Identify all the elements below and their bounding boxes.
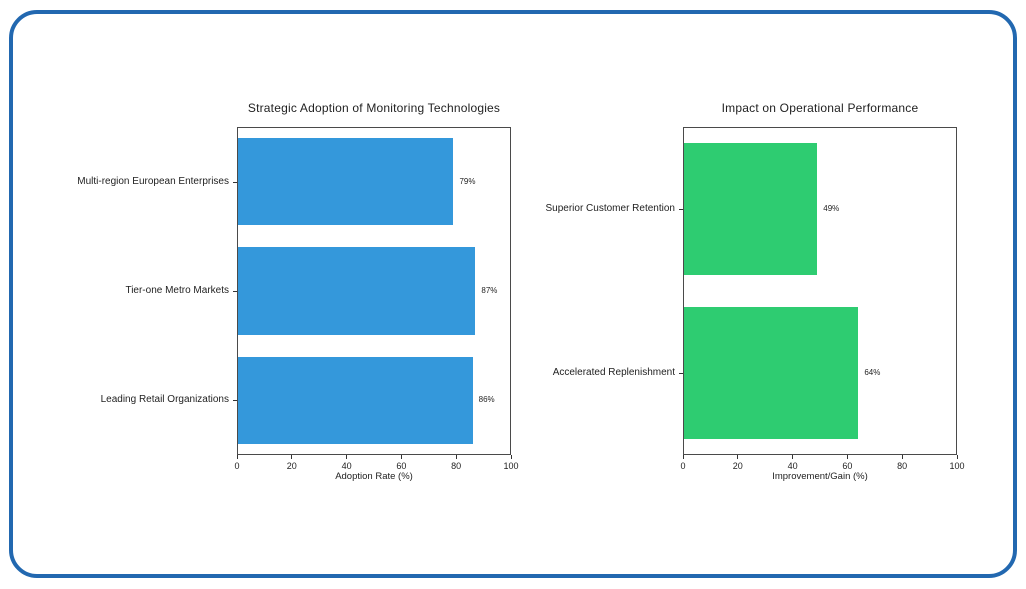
bar-value-label: 64% [864,368,881,377]
x-tick [956,455,958,459]
x-tick-label: 20 [286,461,297,471]
x-tick [291,455,293,459]
category-label: Multi-region European Enterprises [77,175,229,187]
x-axis-label: Adoption Rate (%) [335,471,413,482]
x-tick-label: 40 [787,461,798,471]
y-tick [233,400,237,402]
x-tick-label: 60 [396,461,407,471]
x-tick [792,455,794,459]
x-tick-label: 80 [897,461,908,471]
x-tick-label: 0 [680,461,686,471]
category-label: Superior Customer Retention [545,203,675,214]
y-tick [233,181,237,183]
x-tick [901,455,903,459]
x-tick [400,455,402,459]
x-tick [846,455,848,459]
bar-value-label: 79% [459,176,476,186]
x-tick-label: 0 [234,461,240,471]
category-label: Tier-one Metro Markets [125,285,229,296]
x-axis-label: Improvement/Gain (%) [772,471,868,482]
x-tick-label: 100 [503,461,519,471]
bar-value-label: 87% [481,286,498,295]
x-tick-label: 80 [451,461,462,471]
bar [684,143,818,275]
chart-title: Impact on Operational Performance [721,101,919,115]
chart-title: Strategic Adoption of Monitoring Technol… [247,101,501,115]
bar [238,137,454,226]
x-tick [682,455,684,459]
x-tick-label: 40 [341,461,352,471]
x-tick [346,455,348,459]
bar-value-label: 49% [823,204,840,213]
bar [238,356,473,445]
bar [684,307,859,439]
x-tick-label: 100 [949,461,965,471]
category-label: Leading Retail Organizations [100,394,229,406]
bar-value-label: 86% [478,395,495,405]
x-tick [236,455,238,459]
x-tick-label: 20 [732,461,743,471]
x-tick [737,455,739,459]
x-tick [455,455,457,459]
y-tick [679,373,683,374]
x-tick [510,455,512,459]
category-label: Accelerated Replenishment [552,367,675,378]
bar [238,247,476,335]
x-tick-label: 60 [842,461,853,471]
y-tick [233,291,237,292]
y-tick [679,209,683,210]
